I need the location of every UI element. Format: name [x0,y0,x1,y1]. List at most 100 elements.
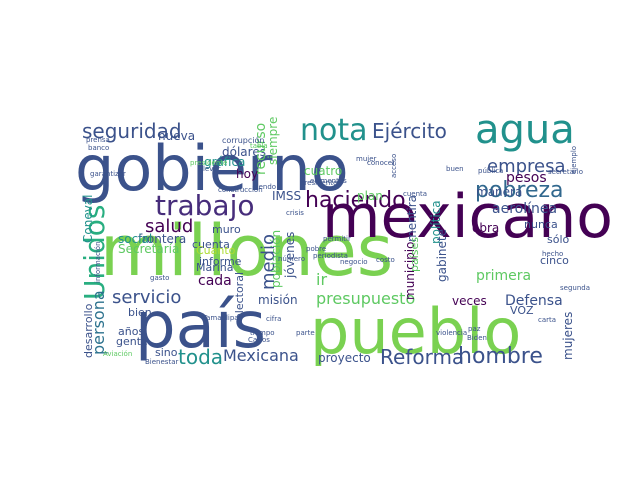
word-elementos: elementos [310,177,347,185]
word-gabinete: gabinete [435,229,449,282]
word-recurso: recurso [253,123,269,175]
word-presidente: presidente [190,159,227,167]
word-salud: salud [145,216,193,237]
word-pobre: pobre [306,245,326,253]
word-periodista: periodista [313,252,348,260]
word-pueblo: pueblo [310,295,521,368]
word-gasto: gasto [150,274,169,282]
word-gente: gente [116,335,148,348]
word-veces: veces [452,294,487,308]
word-social: social [118,232,152,246]
word-cuánto: Cuánto [196,244,236,257]
word-nunca: nunca [524,218,558,231]
word-misión: misión [258,293,298,307]
word-ejemplo: ejemplo [570,146,578,174]
word-carlos: Carlos [248,336,270,344]
word-cada: cada [198,273,232,289]
word-presupuesto: presupuesto [316,289,415,308]
word-hoy: hoy [236,167,258,181]
word-manera: manera [476,185,522,199]
word-conocer: conocer [367,159,395,167]
word-marina: Marina [196,261,234,274]
word-ejército: Ejército [372,119,447,143]
word-países: países [408,237,421,272]
word-mentira: mentira [405,195,419,242]
word-frontera: frontera [138,232,186,246]
word-presidente: presidente [300,179,337,187]
word-cifra: cifra [266,315,281,323]
word-siempre: siempre [266,117,280,165]
word-mujeres: mujeres [561,312,575,360]
word-pobreza: pobreza [475,178,564,203]
word-millones: millones [100,210,393,292]
word-parte: parte [296,329,315,337]
word-garantizar: garantizar [90,170,126,178]
word-empresa: empresa [487,156,566,177]
word-coneval: Coneval [81,195,95,244]
word-toda: toda [178,345,223,369]
word-seguridad: seguridad [82,119,182,143]
word-voz: VOZ [510,304,534,317]
word-segunda: segunda [560,284,590,292]
word-siendo: siendo [253,183,276,191]
word-gobierno: gobierno [75,132,349,205]
word-país: país [135,289,266,363]
word-mujer: mujer [356,155,377,163]
word-agua: agua [475,107,575,153]
word-trabajo: trabajo [155,189,255,222]
word-sólo: sólo [547,233,570,246]
word-mexicano: mexicano [322,182,613,252]
word-cinco: cinco [540,254,569,267]
word-cuenta: cuenta [192,238,230,251]
word-haciendo: haciendo [305,188,406,213]
word-hombre: hombre [458,344,543,369]
word-pesos: pesos [506,170,547,186]
word-tiempo: tiempo [250,329,275,337]
word-obra: obra [472,221,499,235]
word-tamaulipas: Tamaulipas [202,314,243,322]
word-población: población [269,230,283,288]
word-electoral: electoral [233,272,246,320]
word-llevar: llevar [201,165,221,173]
word-acceso: acceso [390,154,398,178]
word-crisis: crisis [286,209,304,217]
word-imss: IMSS [272,189,301,203]
word-municipio: municipio [403,242,417,300]
word-desarrollo: desarrollo [82,303,95,358]
word-negocio: negocio [340,258,368,266]
word-primera: primera [476,268,531,284]
word-carta: carta [538,316,556,324]
word-informe: informe [199,255,242,268]
word-nueva: nueva [158,129,195,143]
word-paz: paz [468,325,481,333]
word-años: años [118,325,144,338]
word-información: información [94,241,102,283]
word-plan: plan [357,189,383,203]
word-hecho: hecho [542,250,563,258]
word-bienestar: Bienestar [145,358,178,366]
word-jóvenes: jóvenes [283,232,297,279]
word-unidos: Unidos [78,204,111,300]
word-aviación: Aviación [103,350,132,358]
word-cuatro: cuatro [304,164,342,178]
word-construcción: construcción [218,186,263,194]
word-secretaría: Secretaría [118,242,179,256]
word-mexicana: Mexicana [223,346,299,365]
word-medio: medio [258,234,279,290]
word-persona: persona [89,290,108,355]
word-número: número [278,255,305,263]
word-defensa: Defensa [505,293,563,309]
word-biden: Biden [467,334,487,342]
word-ir: ir [316,270,327,289]
word-prensa: prensa [86,136,110,144]
word-costo: costo [376,256,395,264]
word-nota: nota [300,113,368,148]
word-reforma: Reforma [380,345,464,369]
word-proyecto: proyecto [318,351,371,365]
word-servicio: servicio [112,287,181,308]
word-violencia: violencia [436,329,467,337]
word-aerolínea: aerolínea [492,201,557,217]
word-gráfica: gráfica [204,155,245,169]
word-política: política [429,200,443,244]
word-buen: buen [446,165,464,173]
